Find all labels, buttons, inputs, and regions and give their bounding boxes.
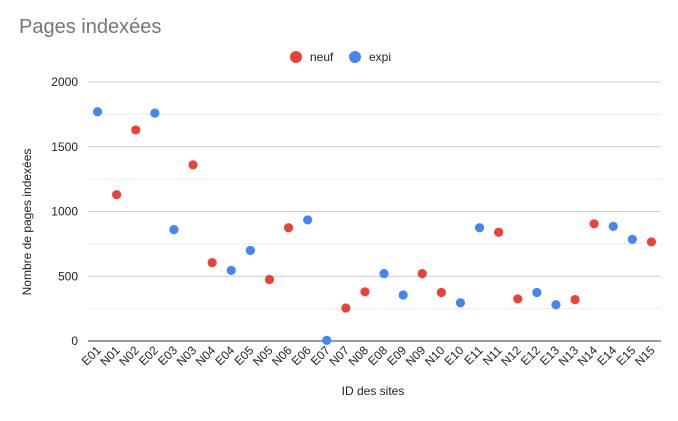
data-point-expi [551, 300, 561, 310]
data-point-neuf [207, 258, 217, 268]
data-point-neuf [112, 190, 122, 200]
data-point-neuf [513, 294, 523, 304]
data-point-expi [226, 265, 236, 276]
y-tick-label: 1500 [51, 140, 78, 154]
data-point-neuf [341, 303, 351, 313]
data-point-expi [379, 269, 389, 279]
data-point-neuf [589, 219, 599, 229]
data-point-neuf [283, 223, 294, 233]
y-tick-label: 0 [71, 334, 78, 348]
y-tick-label: 500 [58, 269, 78, 283]
y-axis-label: Nombre de pages indexées [20, 149, 34, 296]
gridlines [88, 81, 661, 342]
data-point-neuf [646, 237, 657, 247]
legend-marker-neuf [290, 51, 302, 63]
chart-title: Pages indexées [19, 16, 161, 38]
data-point-expi [627, 234, 637, 244]
data-point-neuf [264, 274, 275, 285]
data-point-neuf [360, 287, 370, 297]
data-point-expi [92, 107, 103, 117]
data-point-expi [455, 298, 466, 308]
data-point-expi [608, 221, 618, 231]
data-point-expi [322, 335, 332, 345]
data-point-expi [150, 108, 160, 118]
data-point-neuf [570, 294, 580, 305]
legend-marker-expi [349, 51, 361, 63]
data-points [92, 107, 657, 345]
x-axis-label: ID des sites [342, 384, 405, 398]
x-tick-label: N15 [632, 343, 658, 369]
data-point-neuf [494, 227, 504, 237]
data-point-expi [474, 223, 485, 233]
y-tick-label: 2000 [51, 75, 78, 89]
data-point-neuf [417, 269, 427, 279]
x-axis: E01N01N02E02E03N03N04E04E05N05N06E06E07N… [79, 343, 658, 369]
legend-label-expi: expi [369, 50, 391, 64]
data-point-expi [532, 287, 542, 298]
data-point-expi [169, 225, 179, 235]
y-axis: 0 500 1000 1500 2000 [51, 75, 78, 348]
y-tick-label: 1000 [51, 205, 78, 219]
data-point-expi [303, 215, 313, 225]
data-point-neuf [131, 125, 141, 135]
legend: neuf expi [290, 50, 391, 64]
data-point-neuf [188, 160, 198, 170]
data-point-neuf [436, 287, 446, 298]
data-point-expi [245, 245, 255, 255]
legend-label-neuf: neuf [310, 50, 334, 64]
data-point-expi [398, 290, 408, 300]
